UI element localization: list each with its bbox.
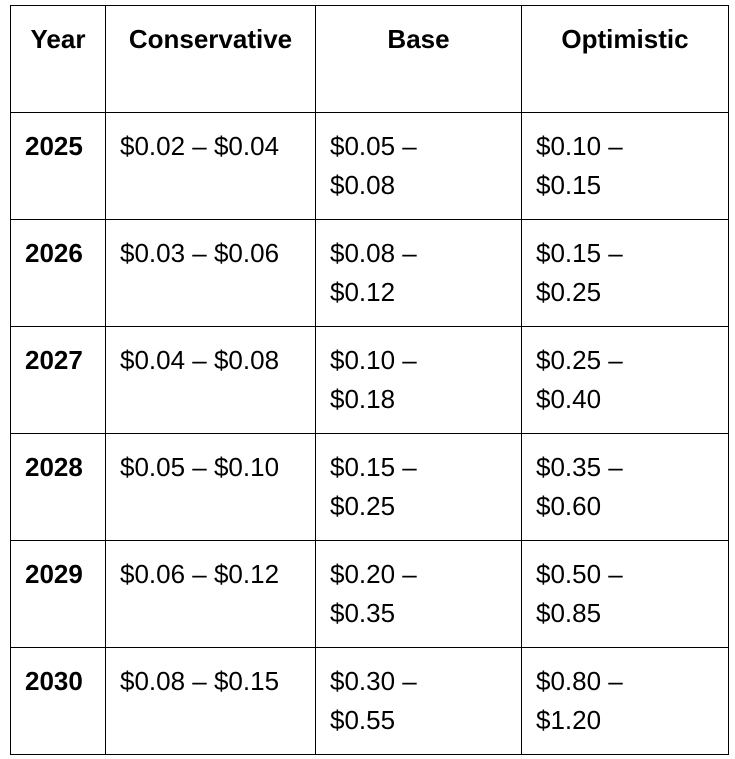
year-cell: 2029 [10, 540, 106, 648]
value-text: $0.15 – $0.25 [330, 452, 417, 521]
table-body: 2025 $0.02 – $0.04 $0.05 – $0.08 $0.10 – $0… [10, 112, 729, 755]
value-cell: $0.06 – $0.12 [105, 540, 316, 648]
value-text: $0.80 – $1.20 [536, 666, 623, 735]
value-cell: $0.08 – $0.15 [105, 647, 316, 755]
table-row: 2028 $0.05 – $0.10 $0.15 – $0.25 $0.35 – $0… [10, 433, 729, 541]
year-cell: 2027 [10, 326, 106, 434]
value-text: $0.30 – $0.55 [330, 666, 417, 735]
value-cell: $0.05 – $0.10 [105, 433, 316, 541]
value-cell: $0.35 – $0.60 [521, 433, 729, 541]
header-cell: Conservative [105, 5, 316, 113]
header-cell: Base [315, 5, 522, 113]
header-row: Year Conservative Base Optimistic [10, 5, 729, 113]
value-cell: $0.10 – $0.18 [315, 326, 522, 434]
value-text: $0.25 – $0.40 [536, 345, 623, 414]
value-text: $0.50 – $0.85 [536, 559, 623, 628]
value-text: $0.05 – $0.08 [330, 131, 417, 200]
table-row: 2026 $0.03 – $0.06 $0.08 – $0.12 $0.15 – $0… [10, 219, 729, 327]
forecast-table: Year Conservative Base Optimistic 2025 $0.02… [10, 5, 729, 755]
value-text: $0.08 – $0.12 [330, 238, 417, 307]
year-cell: 2025 [10, 112, 106, 220]
header-text: Conservative [128, 24, 293, 54]
header-cell: Year [10, 5, 106, 113]
header-cell: Optimistic [521, 5, 729, 113]
value-cell: $0.30 – $0.55 [315, 647, 522, 755]
value-cell: $0.15 – $0.25 [315, 433, 522, 541]
value-text: $0.10 – $0.18 [330, 345, 417, 414]
value-cell: $0.03 – $0.06 [105, 219, 316, 327]
year-cell: 2028 [10, 433, 106, 541]
value-cell: $0.50 – $0.85 [521, 540, 729, 648]
table-row: 2030 $0.08 – $0.15 $0.30 – $0.55 $0.80 – $1… [10, 647, 729, 755]
value-cell: $0.10 – $0.15 [521, 112, 729, 220]
value-cell: $0.05 – $0.08 [315, 112, 522, 220]
year-cell: 2030 [10, 647, 106, 755]
value-text: $0.20 – $0.35 [330, 559, 417, 628]
year-cell: 2026 [10, 219, 106, 327]
table-row: 2029 $0.06 – $0.12 $0.20 – $0.35 $0.50 – $0… [10, 540, 729, 648]
value-cell: $0.02 – $0.04 [105, 112, 316, 220]
value-text: $0.15 – $0.25 [536, 238, 623, 307]
table-row: 2025 $0.02 – $0.04 $0.05 – $0.08 $0.10 – $0… [10, 112, 729, 220]
value-text: $0.10 – $0.15 [536, 131, 623, 200]
value-cell: $0.25 – $0.40 [521, 326, 729, 434]
value-cell: $0.80 – $1.20 [521, 647, 729, 755]
value-text: $0.35 – $0.60 [536, 452, 623, 521]
value-cell: $0.04 – $0.08 [105, 326, 316, 434]
value-cell: $0.20 – $0.35 [315, 540, 522, 648]
value-cell: $0.08 – $0.12 [315, 219, 522, 327]
value-cell: $0.15 – $0.25 [521, 219, 729, 327]
table-row: 2027 $0.04 – $0.08 $0.10 – $0.18 $0.25 – $0… [10, 326, 729, 434]
